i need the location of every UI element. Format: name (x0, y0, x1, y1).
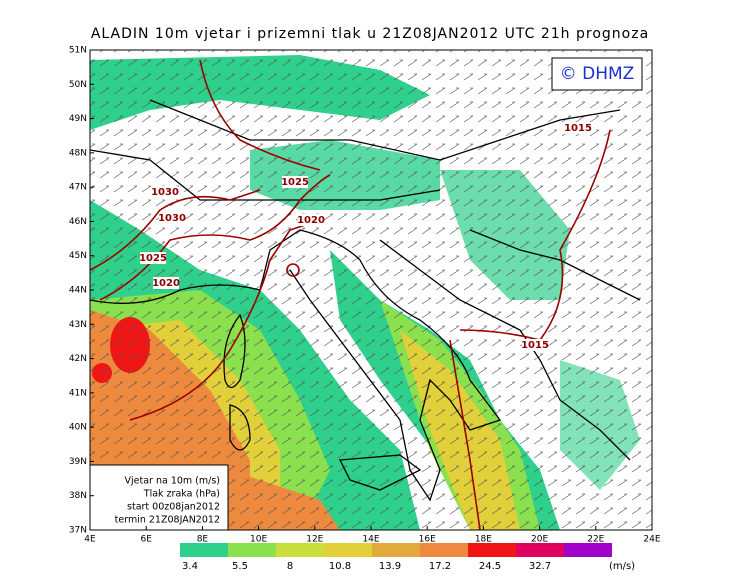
lat-label: 41N (69, 388, 87, 398)
lat-label: 37N (69, 526, 87, 536)
lat-label: 42N (69, 354, 87, 364)
legend-label: 17.2 (429, 561, 451, 572)
lat-label: 38N (69, 491, 87, 501)
legend-swatch (372, 543, 420, 557)
lat-label: 45N (69, 251, 87, 261)
lat-label: 50N (69, 80, 87, 90)
legend-label: 32.7 (529, 561, 551, 572)
lat-label: 44N (69, 286, 87, 296)
lon-label: 10E (250, 535, 267, 545)
isobar-label: 1030 (151, 187, 179, 198)
isobar-label-bg (298, 214, 324, 226)
lon-label: 14E (362, 535, 379, 545)
lon-label: 6E (140, 535, 152, 545)
isobar-label-bg (152, 186, 178, 198)
legend-unit: (m/s) (609, 561, 635, 572)
info-line: start 00z08jan2012 (127, 502, 220, 513)
legend-label: 10.8 (329, 561, 351, 572)
legend-swatch (324, 543, 372, 557)
info-line: Tlak zraka (hPa) (143, 489, 220, 500)
lat-label: 39N (69, 457, 87, 467)
lat-label: 51N (69, 46, 87, 56)
lon-label: 8E (197, 535, 209, 545)
isobar-label: 1025 (139, 253, 167, 264)
isobar-label-bg (140, 252, 166, 264)
info-box (89, 464, 229, 531)
legend-swatch (516, 543, 564, 557)
lon-label: 20E (531, 535, 548, 545)
info-line: Vjetar na 10m (m/s) (125, 476, 221, 487)
isobar-label: 1015 (521, 340, 549, 351)
isobar-label-bg (159, 212, 185, 224)
isobar-label-bg (153, 277, 179, 289)
lat-label: 48N (69, 148, 87, 158)
lat-label: 46N (69, 217, 87, 227)
legend-swatch (180, 543, 228, 557)
legend-label: 5.5 (232, 561, 248, 572)
isobar-label: 1020 (152, 278, 180, 289)
lon-label: 12E (306, 535, 323, 545)
lon-label: 22E (587, 535, 604, 545)
lat-label: 40N (69, 423, 87, 433)
legend-swatch (564, 543, 612, 557)
info-line: termin 21Z08JAN2012 (115, 515, 220, 526)
legend-swatch (276, 543, 324, 557)
isobar-label: 1030 (158, 213, 186, 224)
lon-label: 4E (84, 535, 96, 545)
isobar-label-bg (565, 122, 591, 134)
isobar-label-bg (282, 176, 308, 188)
legend-swatch (420, 543, 468, 557)
lat-label: 43N (69, 320, 87, 330)
map-title: ALADIN 10m vjetar i prizemni tlak u 21Z0… (91, 26, 649, 42)
isobar-label: 1020 (297, 215, 325, 226)
legend-label: 13.9 (379, 561, 401, 572)
copyright: © DHMZ (560, 64, 635, 84)
lon-label: 24E (643, 535, 660, 545)
legend-label: 24.5 (479, 561, 501, 572)
isobar-label: 1015 (564, 123, 592, 134)
lon-label: 18E (475, 535, 492, 545)
legend-swatch (228, 543, 276, 557)
legend-swatch (468, 543, 516, 557)
lat-label: 47N (69, 183, 87, 193)
lon-label: 16E (419, 535, 436, 545)
legend-label: 8 (287, 561, 293, 572)
isobar-label-bg (522, 339, 548, 351)
lat-label: 49N (69, 114, 87, 124)
legend-label: 3.4 (182, 561, 198, 572)
copyright-box (551, 57, 643, 91)
isobar-label: 1025 (281, 177, 309, 188)
